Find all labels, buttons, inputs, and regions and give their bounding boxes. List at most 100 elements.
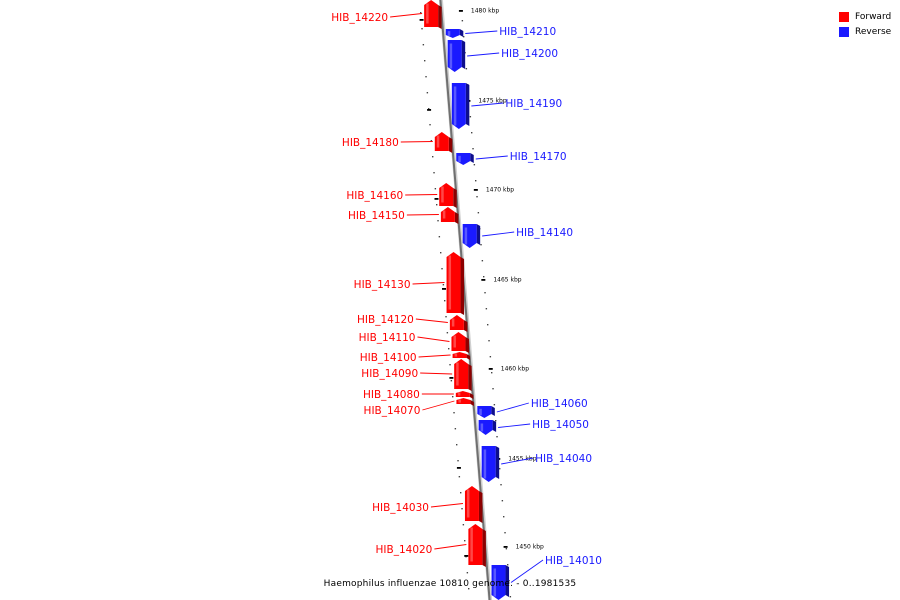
gene-hib-14220: HIB_14220 (331, 0, 442, 29)
gene-side (460, 257, 465, 315)
gene-arrow (481, 446, 496, 482)
scale-dot (496, 436, 498, 438)
gene-hib-14030: HIB_14030 (372, 486, 483, 523)
gene-side (461, 40, 466, 69)
leader-line (434, 544, 467, 550)
gene-side (491, 406, 495, 416)
gene-hib-14100: HIB_14100 (360, 352, 471, 364)
gene-arrow (451, 332, 466, 351)
scale-dot (438, 236, 441, 238)
scale-tick (456, 467, 461, 469)
gene-label: HIB_14140 (516, 227, 573, 239)
gene-side (465, 83, 470, 126)
scale-dot (489, 356, 492, 358)
scale-dot (505, 548, 508, 550)
gene-side (492, 420, 497, 432)
scale-tick (427, 109, 432, 111)
leader-line (420, 372, 453, 375)
scale-dot (465, 68, 468, 70)
scale-tick (464, 555, 469, 557)
gene-label: HIB_14210 (499, 26, 556, 38)
scale-dot (432, 156, 434, 158)
gene-highlight (454, 353, 458, 357)
gene-label: HIB_14040 (535, 453, 592, 465)
gene-arrow (491, 565, 506, 600)
gene-arrow (456, 153, 471, 165)
gene-hib-14200: HIB_14200 (447, 40, 558, 72)
gene-highlight (466, 489, 470, 518)
scale-dot (468, 588, 470, 590)
gene-hib-14170: HIB_14170 (456, 151, 567, 165)
gene-label: HIB_14020 (376, 544, 433, 556)
scale-dot (493, 404, 496, 406)
gene-highlight (436, 135, 440, 148)
scale-label: 1450 kbp (516, 544, 544, 551)
gene-hib-14120: HIB_14120 (357, 314, 468, 332)
gene-highlight (456, 362, 459, 386)
gene-label: HIB_14160 (346, 190, 403, 202)
scale-dot (503, 516, 505, 518)
scale-tick (442, 288, 446, 290)
scale-dot (422, 44, 425, 46)
scale-tick (434, 198, 439, 200)
gene-label: HIB_14050 (532, 419, 589, 431)
gene-highlight (453, 335, 456, 348)
gene-hib-14160: HIB_14160 (346, 183, 457, 208)
scale-dot (471, 132, 473, 134)
gene-highlight (426, 3, 429, 24)
scale-dot (446, 332, 449, 334)
leader-line (400, 141, 433, 143)
scale-dot (472, 148, 474, 150)
scale-dot (466, 572, 469, 574)
gene-label: HIB_14080 (363, 389, 420, 401)
gene-arrow (440, 207, 455, 222)
gene-arrow (456, 398, 471, 404)
legend-reverse-label: Reverse (855, 26, 892, 37)
gene-arrow (449, 315, 464, 330)
gene-highlight (479, 408, 482, 416)
scale-dot (487, 324, 489, 326)
gene-hib-14080: HIB_14080 (363, 389, 474, 401)
gene-side (468, 364, 472, 391)
leader-line (471, 102, 504, 107)
leader-line (405, 194, 438, 196)
gene-side (463, 320, 468, 332)
scale-dot (429, 124, 431, 126)
scale-dot (450, 380, 453, 382)
gene-arrow (454, 359, 469, 389)
gene-highlight (447, 31, 451, 36)
scale-label: 1470 kbp (486, 187, 514, 194)
scale-label: 1455 kbp (508, 456, 536, 463)
legend-forward: Forward (839, 9, 891, 24)
scale-dot (420, 12, 422, 14)
gene-side (459, 29, 464, 37)
scale-dot (436, 204, 438, 206)
leader-line (465, 30, 498, 34)
gene-side (469, 393, 474, 399)
gene-arrow (447, 40, 462, 72)
scale-dot (458, 476, 461, 478)
leader-line (430, 503, 464, 508)
scale-dot (452, 396, 454, 398)
gene-arrow (424, 0, 439, 27)
gene-label: HIB_14100 (360, 352, 417, 364)
gene-hib-14150: HIB_14150 (348, 207, 459, 224)
gene-hib-14140: HIB_14140 (462, 224, 573, 248)
gene-side (465, 337, 469, 353)
scale-dot (441, 268, 443, 270)
scale-dot (421, 28, 423, 30)
scale-dot (425, 76, 427, 78)
gene-highlight (493, 568, 497, 597)
scale-dot (456, 444, 458, 446)
gene-hib-14010: HIB_14010 (491, 555, 602, 600)
scale-dot (428, 108, 430, 110)
genes: HIB_14220 HIB_14210 HIB_14200 HIB_14190 HIB_… (331, 0, 602, 600)
scale-dot (500, 484, 502, 486)
scale-dot (433, 172, 435, 174)
gene-side (438, 5, 442, 29)
gene-hib-14180: HIB_14180 (342, 132, 453, 153)
scale-dot (491, 372, 493, 374)
scale-ticks: 1480 kbp 1475 kbp 1470 kbp 1465 kbp 1460 kbp… (419, 8, 544, 557)
scale-label: 1475 kbp (478, 98, 506, 105)
gene-hib-14090: HIB_14090 (361, 359, 472, 391)
